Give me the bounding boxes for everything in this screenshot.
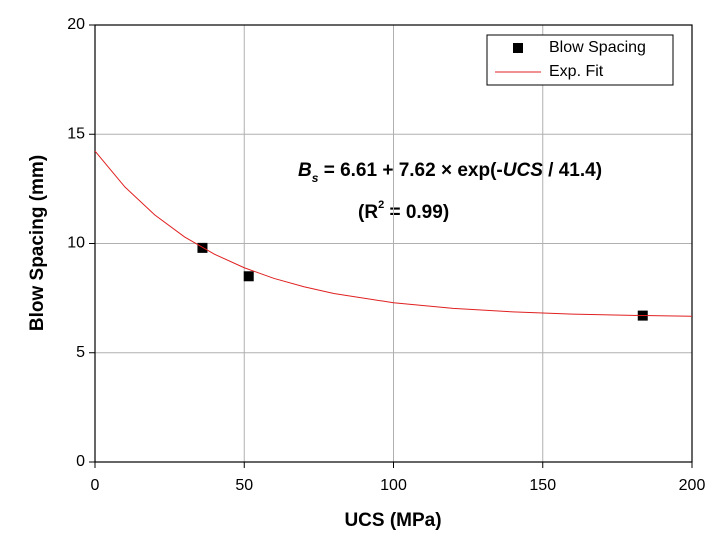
y-tick-label: 5 [76,344,85,361]
r-squared: (R2 = 0.99) [358,199,449,223]
x-tick-label: 200 [679,477,706,494]
x-axis-label: UCS (MPa) [344,510,441,531]
eq-part: / 41.4) [543,160,602,181]
eq-part: 2 [378,199,384,211]
eq-part: = 0.99) [384,202,449,223]
y-tick-label: 0 [76,453,85,470]
y-tick-label: 10 [67,235,85,252]
plot-frame [94,24,693,463]
eq-part: UCS [503,160,543,181]
fit-line [94,150,693,317]
eq-part: B [298,160,312,181]
y-tick-label: 15 [67,125,85,142]
eq-part: (R [358,202,378,223]
fit-equation: Bs = 6.61 + 7.62 × exp(-UCS / 41.4) [298,160,602,185]
eq-part: s [312,171,319,185]
legend-label: Blow Spacing [549,39,646,56]
data-point [243,271,254,282]
legend-marker [513,43,523,53]
y-tick-label: 20 [67,16,85,33]
legend-label: Exp. Fit [549,63,604,80]
legend: Blow Spacing Exp. Fit [486,34,674,86]
x-tick-label: 50 [235,477,253,494]
eq-part: = 6.61 + 7.62 × exp(- [318,160,502,181]
x-tick-label: 0 [91,477,100,494]
x-tick-label: 100 [380,477,407,494]
y-axis-label: Blow Spacing (mm) [27,155,48,331]
x-tick-label: 150 [529,477,556,494]
